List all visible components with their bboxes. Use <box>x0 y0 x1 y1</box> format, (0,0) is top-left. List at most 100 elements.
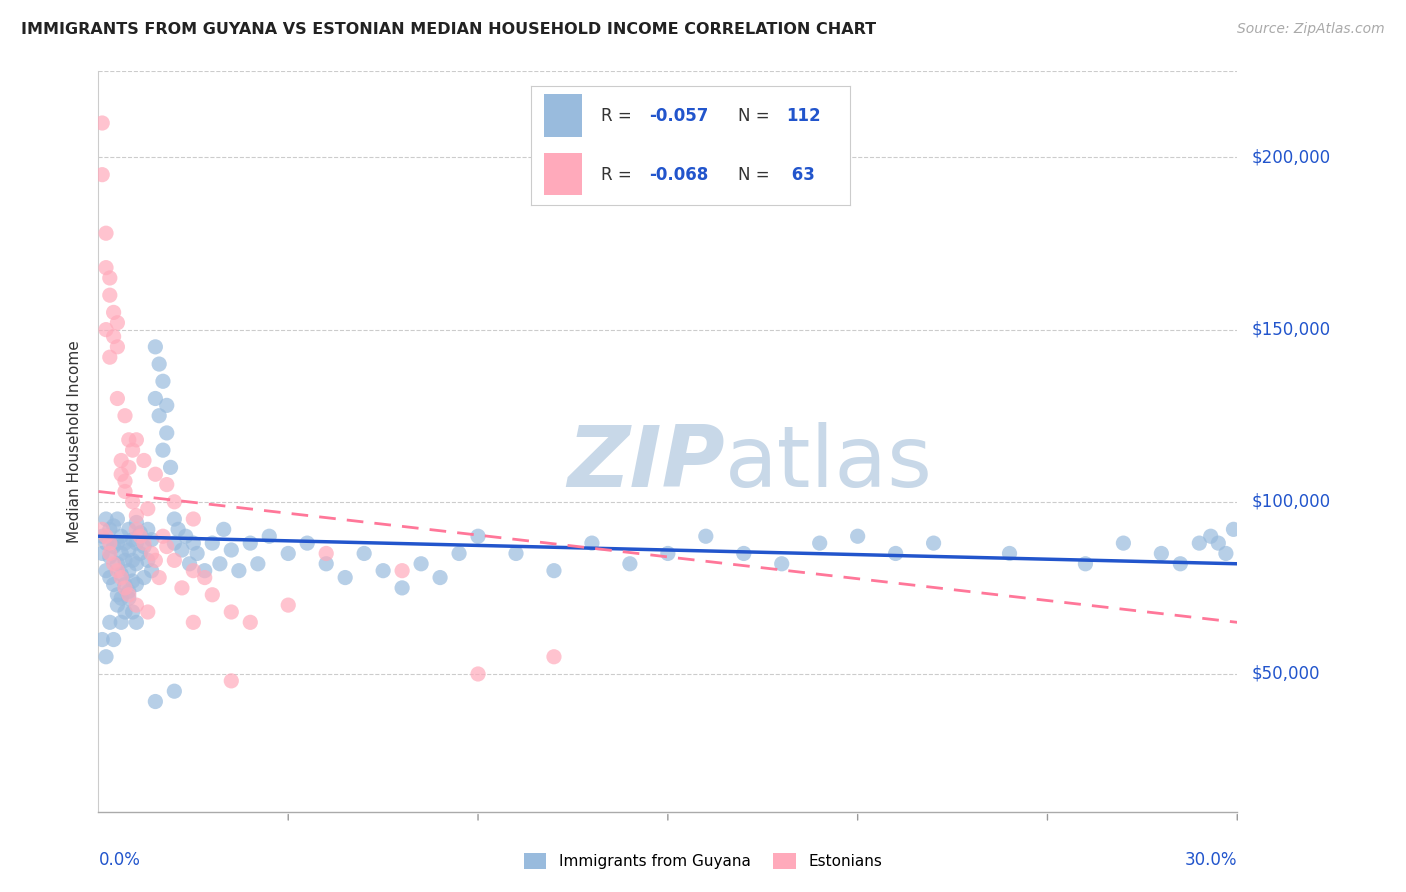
Point <box>98 288 121 302</box>
Point <box>118 588 141 602</box>
Point <box>922 536 945 550</box>
Text: Source: ZipAtlas.com: Source: ZipAtlas.com <box>1237 22 1385 37</box>
Point <box>121 443 143 458</box>
Point <box>145 467 167 482</box>
Point <box>98 549 121 564</box>
Point <box>449 546 471 560</box>
Point <box>110 529 132 543</box>
Point <box>125 615 148 630</box>
Point <box>1215 546 1237 560</box>
Point <box>114 553 136 567</box>
Point <box>212 522 235 536</box>
Text: 30.0%: 30.0% <box>1185 851 1237 869</box>
Point <box>1150 546 1173 560</box>
Text: $150,000: $150,000 <box>1251 320 1330 339</box>
Point <box>391 564 413 578</box>
Text: atlas: atlas <box>725 422 932 505</box>
Point <box>145 392 167 406</box>
Point <box>733 546 755 560</box>
Point <box>118 522 141 536</box>
Point <box>114 605 136 619</box>
Point <box>148 570 170 584</box>
Point <box>186 546 208 560</box>
Point <box>107 316 129 330</box>
Point <box>114 577 136 591</box>
Point <box>145 694 167 708</box>
Point <box>107 340 129 354</box>
Point <box>183 564 205 578</box>
Point <box>152 529 174 543</box>
Point <box>103 540 125 554</box>
Point <box>110 453 132 467</box>
Point <box>145 340 167 354</box>
Point <box>121 533 143 547</box>
Point <box>163 536 186 550</box>
Point <box>125 433 148 447</box>
Point <box>315 546 337 560</box>
Point <box>145 553 167 567</box>
Point <box>152 374 174 388</box>
Point <box>152 443 174 458</box>
Point <box>411 557 433 571</box>
Point <box>121 574 143 588</box>
Point <box>103 329 125 343</box>
Point <box>141 546 163 560</box>
Point <box>239 615 262 630</box>
Text: $200,000: $200,000 <box>1251 148 1330 167</box>
Point <box>107 512 129 526</box>
Point <box>174 529 197 543</box>
Text: 0.0%: 0.0% <box>98 851 141 869</box>
Point <box>98 536 121 550</box>
Point <box>581 536 603 550</box>
Point <box>94 260 117 275</box>
Point <box>114 581 136 595</box>
Point <box>94 226 117 240</box>
Point <box>246 557 269 571</box>
Point <box>125 598 148 612</box>
Point <box>201 588 224 602</box>
Point <box>148 357 170 371</box>
Point <box>998 546 1021 560</box>
Point <box>136 501 159 516</box>
Point <box>110 546 132 560</box>
Point <box>91 632 114 647</box>
Point <box>132 570 155 584</box>
Point <box>695 529 717 543</box>
Point <box>297 536 319 550</box>
Point <box>110 615 132 630</box>
Point <box>94 564 117 578</box>
Point <box>94 512 117 526</box>
Point <box>163 495 186 509</box>
Point <box>221 605 243 619</box>
Point <box>808 536 831 550</box>
Point <box>129 546 152 560</box>
Point <box>118 543 141 558</box>
Point <box>1208 536 1230 550</box>
Point <box>125 577 148 591</box>
Point <box>136 605 159 619</box>
Point <box>103 577 125 591</box>
Point <box>103 305 125 319</box>
Point <box>221 673 243 688</box>
Point <box>884 546 907 560</box>
Point <box>94 649 117 664</box>
Point <box>228 564 250 578</box>
Point <box>156 540 179 554</box>
Point <box>118 591 141 606</box>
Point <box>98 350 121 364</box>
Point <box>194 564 217 578</box>
Point <box>91 546 114 560</box>
Point <box>110 591 132 606</box>
Text: ZIP: ZIP <box>567 422 725 505</box>
Point <box>132 540 155 554</box>
Point <box>429 570 451 584</box>
Point <box>125 557 148 571</box>
Point <box>353 546 375 560</box>
Point <box>1199 529 1222 543</box>
Point <box>183 536 205 550</box>
Point <box>91 529 114 543</box>
Point <box>91 168 114 182</box>
Point <box>259 529 281 543</box>
Point <box>467 667 489 681</box>
Point <box>91 116 114 130</box>
